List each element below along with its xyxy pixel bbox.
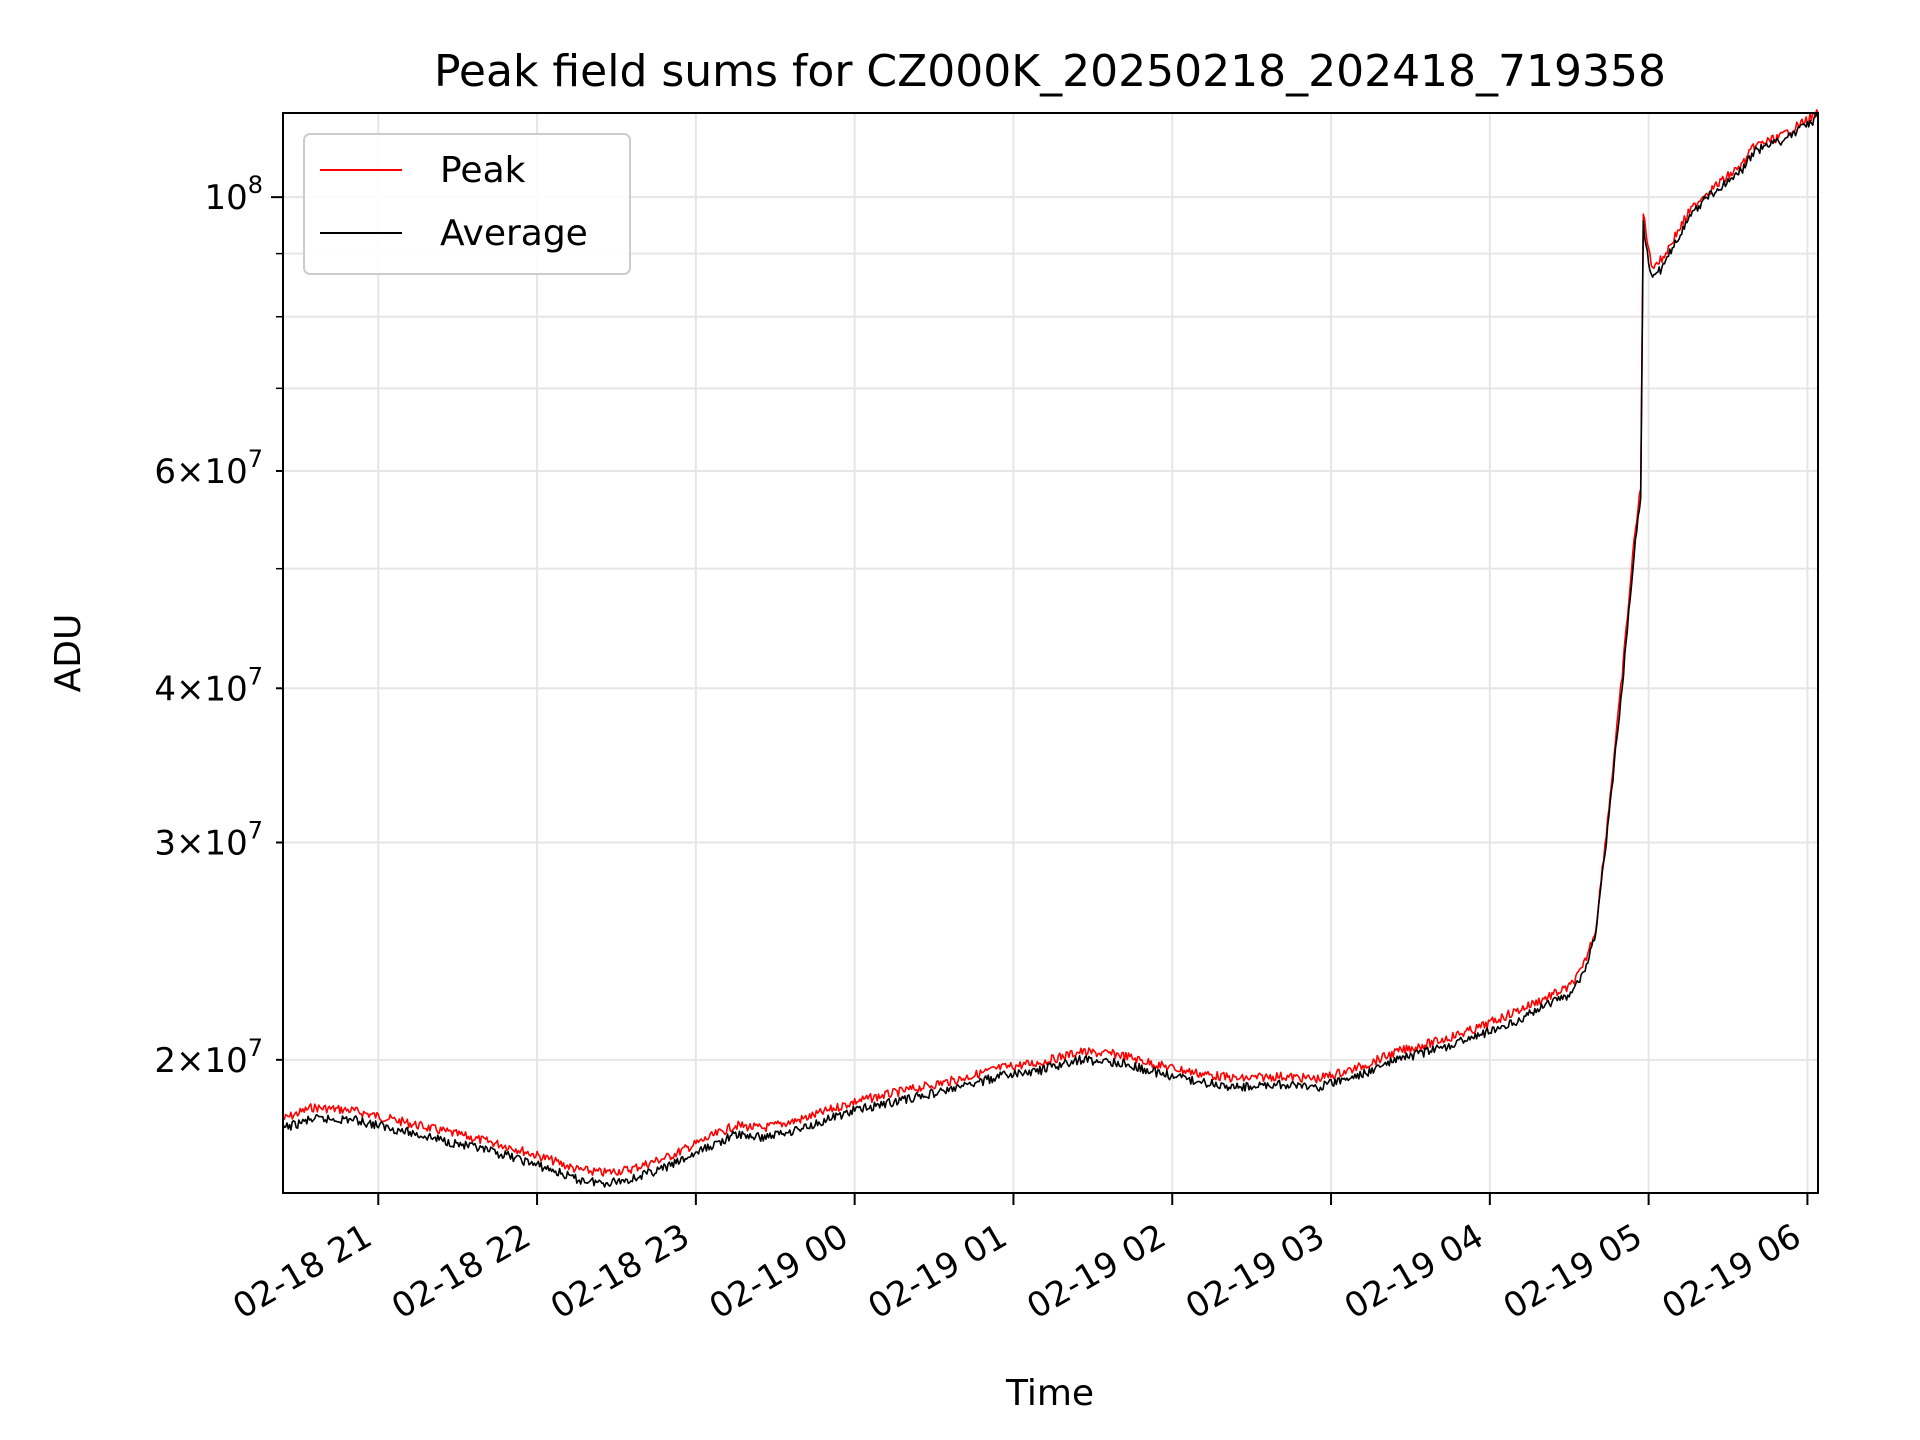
y-tick-label: 6×107 <box>154 445 263 492</box>
y-axis-label: ADU <box>48 614 89 693</box>
chart-title: Peak field sums for CZ000K_20250218_2024… <box>434 46 1666 97</box>
x-axis-label: Time <box>1005 1373 1094 1414</box>
y-tick-label: 4×107 <box>154 662 263 709</box>
legend-label-peak: Peak <box>440 150 526 191</box>
series-line-average <box>282 113 1819 1188</box>
y-tick-label: 2×107 <box>154 1034 263 1081</box>
legend: Peak Average <box>303 133 631 275</box>
y-tick-label: 3×107 <box>154 816 263 863</box>
legend-label-average: Average <box>440 213 588 254</box>
plot-frame <box>282 112 1819 1194</box>
y-tick-label: 108 <box>204 171 263 218</box>
series-layer <box>282 109 1819 1188</box>
y-axis: 2×107 3×107 4×107 6×107 108 <box>154 171 283 1081</box>
